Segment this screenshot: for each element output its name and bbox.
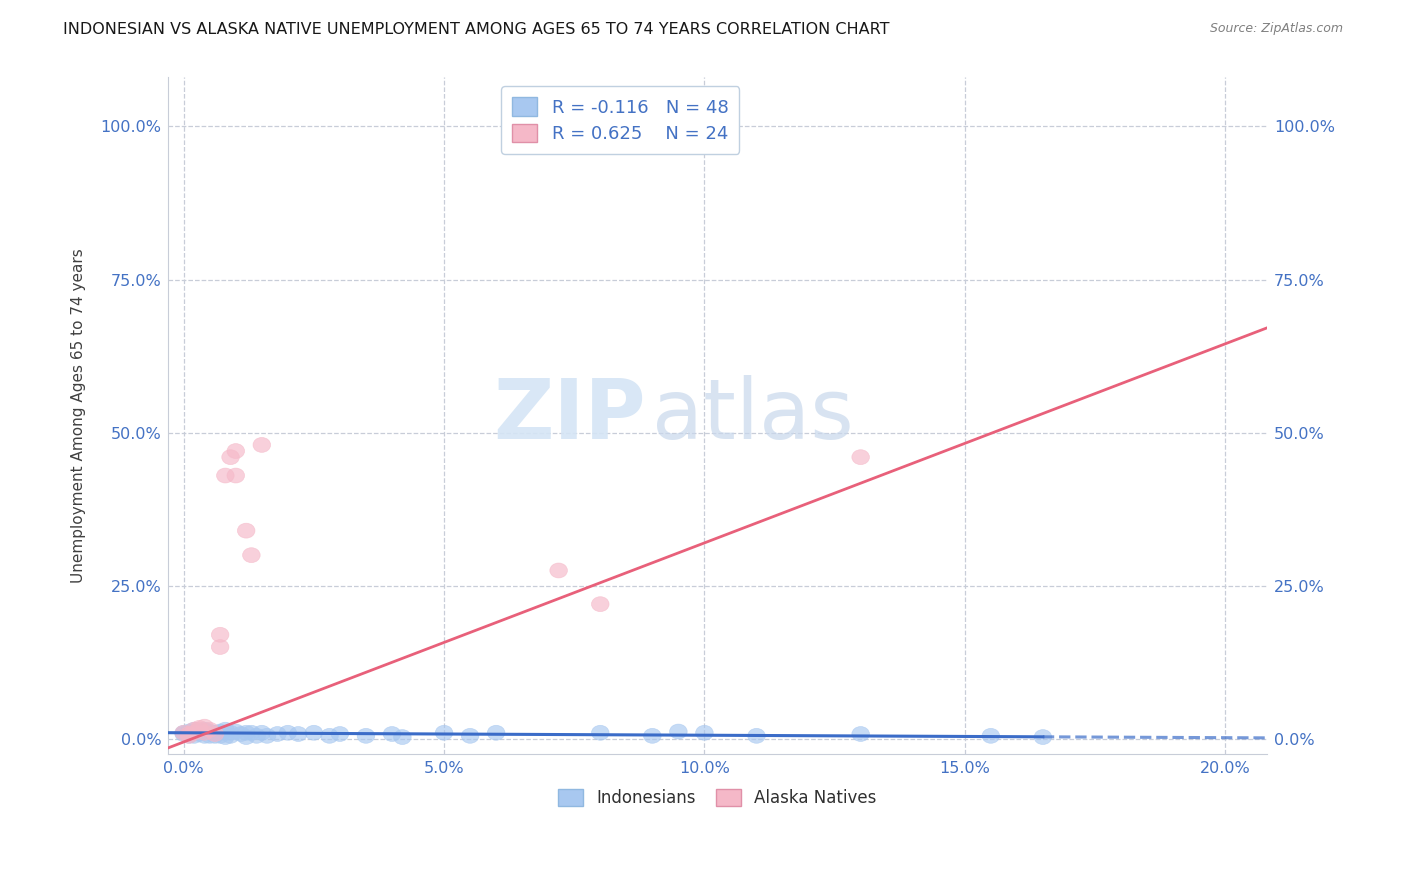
- Ellipse shape: [290, 727, 307, 741]
- Ellipse shape: [696, 125, 713, 140]
- Ellipse shape: [211, 729, 229, 743]
- Ellipse shape: [394, 730, 411, 745]
- Ellipse shape: [191, 721, 208, 735]
- Ellipse shape: [238, 730, 254, 745]
- Ellipse shape: [321, 729, 339, 743]
- Ellipse shape: [243, 725, 260, 740]
- Ellipse shape: [174, 725, 193, 740]
- Ellipse shape: [238, 725, 254, 740]
- Ellipse shape: [461, 729, 479, 743]
- Legend: Indonesians, Alaska Natives: Indonesians, Alaska Natives: [551, 782, 883, 814]
- Ellipse shape: [852, 727, 869, 741]
- Ellipse shape: [207, 725, 224, 740]
- Ellipse shape: [253, 437, 270, 452]
- Ellipse shape: [191, 724, 208, 739]
- Ellipse shape: [222, 725, 239, 740]
- Ellipse shape: [305, 725, 322, 740]
- Ellipse shape: [357, 729, 375, 743]
- Ellipse shape: [384, 727, 401, 741]
- Ellipse shape: [981, 729, 1000, 743]
- Text: ZIP: ZIP: [494, 376, 645, 457]
- Ellipse shape: [247, 729, 266, 743]
- Ellipse shape: [852, 450, 869, 465]
- Ellipse shape: [253, 725, 270, 740]
- Ellipse shape: [201, 729, 218, 743]
- Ellipse shape: [696, 725, 713, 740]
- Ellipse shape: [186, 723, 202, 737]
- Ellipse shape: [238, 524, 254, 538]
- Ellipse shape: [436, 725, 453, 740]
- Ellipse shape: [592, 597, 609, 612]
- Ellipse shape: [195, 725, 214, 740]
- Ellipse shape: [592, 725, 609, 740]
- Ellipse shape: [211, 724, 229, 739]
- Ellipse shape: [669, 724, 688, 739]
- Ellipse shape: [191, 723, 208, 737]
- Ellipse shape: [748, 729, 765, 743]
- Ellipse shape: [488, 725, 505, 740]
- Ellipse shape: [217, 723, 235, 737]
- Ellipse shape: [174, 725, 193, 740]
- Text: INDONESIAN VS ALASKA NATIVE UNEMPLOYMENT AMONG AGES 65 TO 74 YEARS CORRELATION C: INDONESIAN VS ALASKA NATIVE UNEMPLOYMENT…: [63, 22, 890, 37]
- Ellipse shape: [211, 640, 229, 655]
- Ellipse shape: [217, 730, 235, 745]
- Ellipse shape: [226, 443, 245, 458]
- Ellipse shape: [174, 727, 193, 741]
- Ellipse shape: [278, 725, 297, 740]
- Ellipse shape: [232, 727, 250, 741]
- Ellipse shape: [201, 723, 218, 737]
- Ellipse shape: [195, 729, 214, 743]
- Ellipse shape: [226, 468, 245, 483]
- Text: atlas: atlas: [651, 376, 853, 457]
- Ellipse shape: [195, 719, 214, 734]
- Ellipse shape: [217, 468, 235, 483]
- Ellipse shape: [269, 727, 287, 741]
- Ellipse shape: [186, 723, 202, 737]
- Ellipse shape: [186, 725, 202, 740]
- Ellipse shape: [222, 450, 239, 465]
- Ellipse shape: [180, 724, 198, 739]
- Ellipse shape: [180, 727, 198, 741]
- Ellipse shape: [211, 627, 229, 642]
- Ellipse shape: [243, 548, 260, 563]
- Ellipse shape: [644, 729, 661, 743]
- Ellipse shape: [1033, 730, 1052, 745]
- Ellipse shape: [222, 729, 239, 743]
- Ellipse shape: [195, 723, 214, 737]
- Ellipse shape: [332, 727, 349, 741]
- Ellipse shape: [226, 724, 245, 739]
- Y-axis label: Unemployment Among Ages 65 to 74 years: Unemployment Among Ages 65 to 74 years: [72, 249, 86, 583]
- Ellipse shape: [186, 729, 202, 743]
- Ellipse shape: [259, 729, 276, 743]
- Text: Source: ZipAtlas.com: Source: ZipAtlas.com: [1209, 22, 1343, 36]
- Ellipse shape: [207, 727, 224, 741]
- Ellipse shape: [550, 563, 568, 578]
- Ellipse shape: [191, 727, 208, 741]
- Ellipse shape: [201, 724, 218, 739]
- Ellipse shape: [180, 729, 198, 743]
- Ellipse shape: [207, 729, 224, 743]
- Ellipse shape: [180, 729, 198, 743]
